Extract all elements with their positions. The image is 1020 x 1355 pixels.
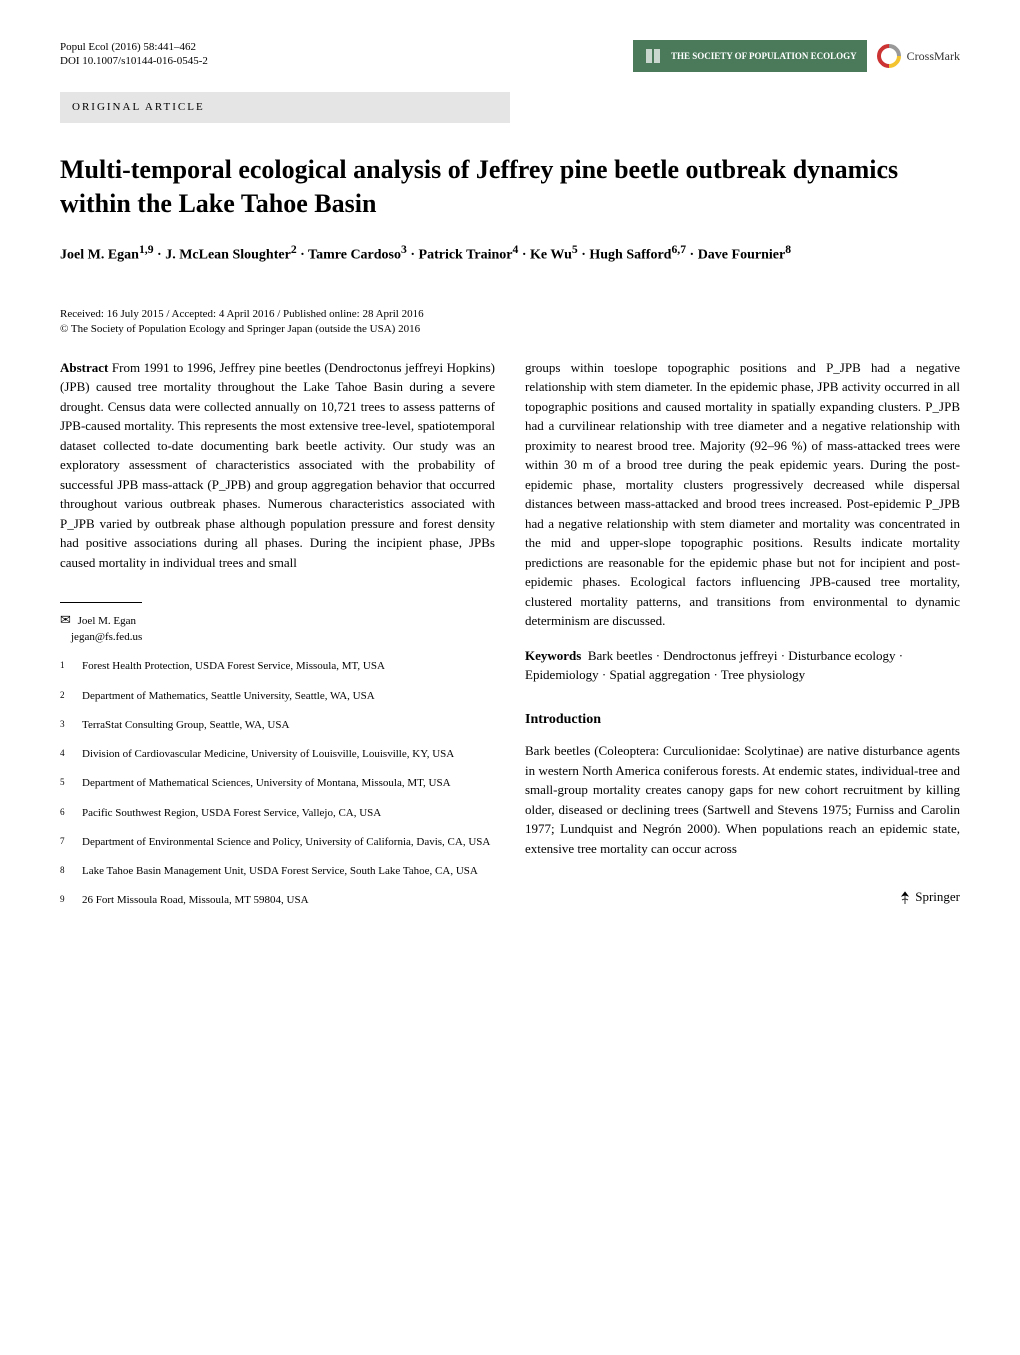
- introduction-text: Bark beetles (Coleoptera: Curculionidae:…: [525, 741, 960, 858]
- affiliation-number: 5: [60, 775, 72, 796]
- introduction-heading: Introduction: [525, 710, 960, 730]
- affiliation-row: 2 Department of Mathematics, Seattle Univ…: [60, 688, 495, 709]
- affiliation-text: Pacific Southwest Region, USDA Forest Se…: [82, 805, 381, 826]
- affiliation-text: Forest Health Protection, USDA Forest Se…: [82, 658, 385, 679]
- doi: DOI 10.1007/s10144-016-0545-2: [60, 54, 208, 68]
- left-column: Abstract From 1991 to 1996, Jeffrey pine…: [60, 358, 495, 922]
- corresponding-email: jegan@fs.fed.us: [71, 631, 142, 643]
- affiliation-text: TerraStat Consulting Group, Seattle, WA,…: [82, 717, 289, 738]
- affiliation-number: 6: [60, 805, 72, 826]
- journal-meta: Popul Ecol (2016) 58:441–462 DOI 10.1007…: [60, 40, 208, 69]
- page-header: Popul Ecol (2016) 58:441–462 DOI 10.1007…: [60, 40, 960, 72]
- keywords-label: Keywords: [525, 648, 581, 663]
- affiliation-number: 3: [60, 717, 72, 738]
- abstract-right: groups within toeslope topographic posit…: [525, 358, 960, 631]
- affiliation-number: 2: [60, 688, 72, 709]
- corresponding-author: ✉ Joel M. Egan jegan@fs.fed.us: [60, 602, 142, 645]
- received-accepted-date: Received: 16 July 2015 / Accepted: 4 Apr…: [60, 307, 960, 322]
- society-icon: [643, 46, 663, 66]
- keywords: Keywords Bark beetles · Dendroctonus jef…: [525, 646, 960, 685]
- affiliation-row: 8 Lake Tahoe Basin Management Unit, USDA …: [60, 863, 495, 884]
- right-column: groups within toeslope topographic posit…: [525, 358, 960, 922]
- abstract-left: Abstract From 1991 to 1996, Jeffrey pine…: [60, 358, 495, 573]
- journal-reference: Popul Ecol (2016) 58:441–462: [60, 40, 208, 54]
- society-badge: THE SOCIETY OF POPULATION ECOLOGY: [633, 40, 867, 72]
- crossmark-icon: [872, 39, 906, 73]
- publication-dates: Received: 16 July 2015 / Accepted: 4 Apr…: [60, 307, 960, 338]
- affiliation-row: 1 Forest Health Protection, USDA Forest S…: [60, 658, 495, 679]
- affiliation-number: 9: [60, 892, 72, 913]
- affiliation-text: Lake Tahoe Basin Management Unit, USDA F…: [82, 863, 478, 884]
- main-content: Abstract From 1991 to 1996, Jeffrey pine…: [60, 358, 960, 922]
- keywords-text: Bark beetles · Dendroctonus jeffreyi · D…: [525, 648, 903, 683]
- header-badges: THE SOCIETY OF POPULATION ECOLOGY CrossM…: [633, 40, 960, 72]
- crossmark-text: CrossMark: [907, 48, 960, 65]
- affiliation-text: Department of Mathematics, Seattle Unive…: [82, 688, 375, 709]
- springer-icon: [898, 891, 912, 905]
- affiliation-row: 7 Department of Environmental Science and…: [60, 834, 495, 855]
- affiliation-row: 6 Pacific Southwest Region, USDA Forest S…: [60, 805, 495, 826]
- publisher-footer: Springer: [525, 888, 960, 906]
- affiliation-row: 3 TerraStat Consulting Group, Seattle, WA…: [60, 717, 495, 738]
- affiliation-number: 7: [60, 834, 72, 855]
- affiliation-row: 5 Department of Mathematical Sciences, Un…: [60, 775, 495, 796]
- affiliation-number: 1: [60, 658, 72, 679]
- envelope-icon: ✉: [60, 612, 71, 627]
- publisher-name: Springer: [915, 889, 960, 904]
- abstract-label: Abstract: [60, 360, 108, 375]
- corresponding-name: Joel M. Egan: [78, 615, 136, 627]
- affiliation-text: Division of Cardiovascular Medicine, Uni…: [82, 746, 454, 767]
- affiliation-number: 8: [60, 863, 72, 884]
- affiliation-row: 4 Division of Cardiovascular Medicine, Un…: [60, 746, 495, 767]
- society-text: THE SOCIETY OF POPULATION ECOLOGY: [671, 51, 857, 62]
- affiliation-text: Department of Mathematical Sciences, Uni…: [82, 775, 451, 796]
- abstract-text-left: From 1991 to 1996, Jeffrey pine beetles …: [60, 360, 495, 570]
- affiliations-list: 1 Forest Health Protection, USDA Forest S…: [60, 658, 495, 913]
- crossmark-badge[interactable]: CrossMark: [877, 44, 960, 68]
- author-list: Joel M. Egan1,9 · J. McLean Sloughter2 ·…: [60, 241, 960, 267]
- affiliation-row: 9 26 Fort Missoula Road, Missoula, MT 598…: [60, 892, 495, 913]
- affiliation-text: Department of Environmental Science and …: [82, 834, 490, 855]
- affiliation-number: 4: [60, 746, 72, 767]
- copyright-line: © The Society of Population Ecology and …: [60, 322, 960, 337]
- article-type: ORIGINAL ARTICLE: [60, 92, 510, 123]
- article-title: Multi-temporal ecological analysis of Je…: [60, 153, 960, 221]
- affiliation-text: 26 Fort Missoula Road, Missoula, MT 5980…: [82, 892, 309, 913]
